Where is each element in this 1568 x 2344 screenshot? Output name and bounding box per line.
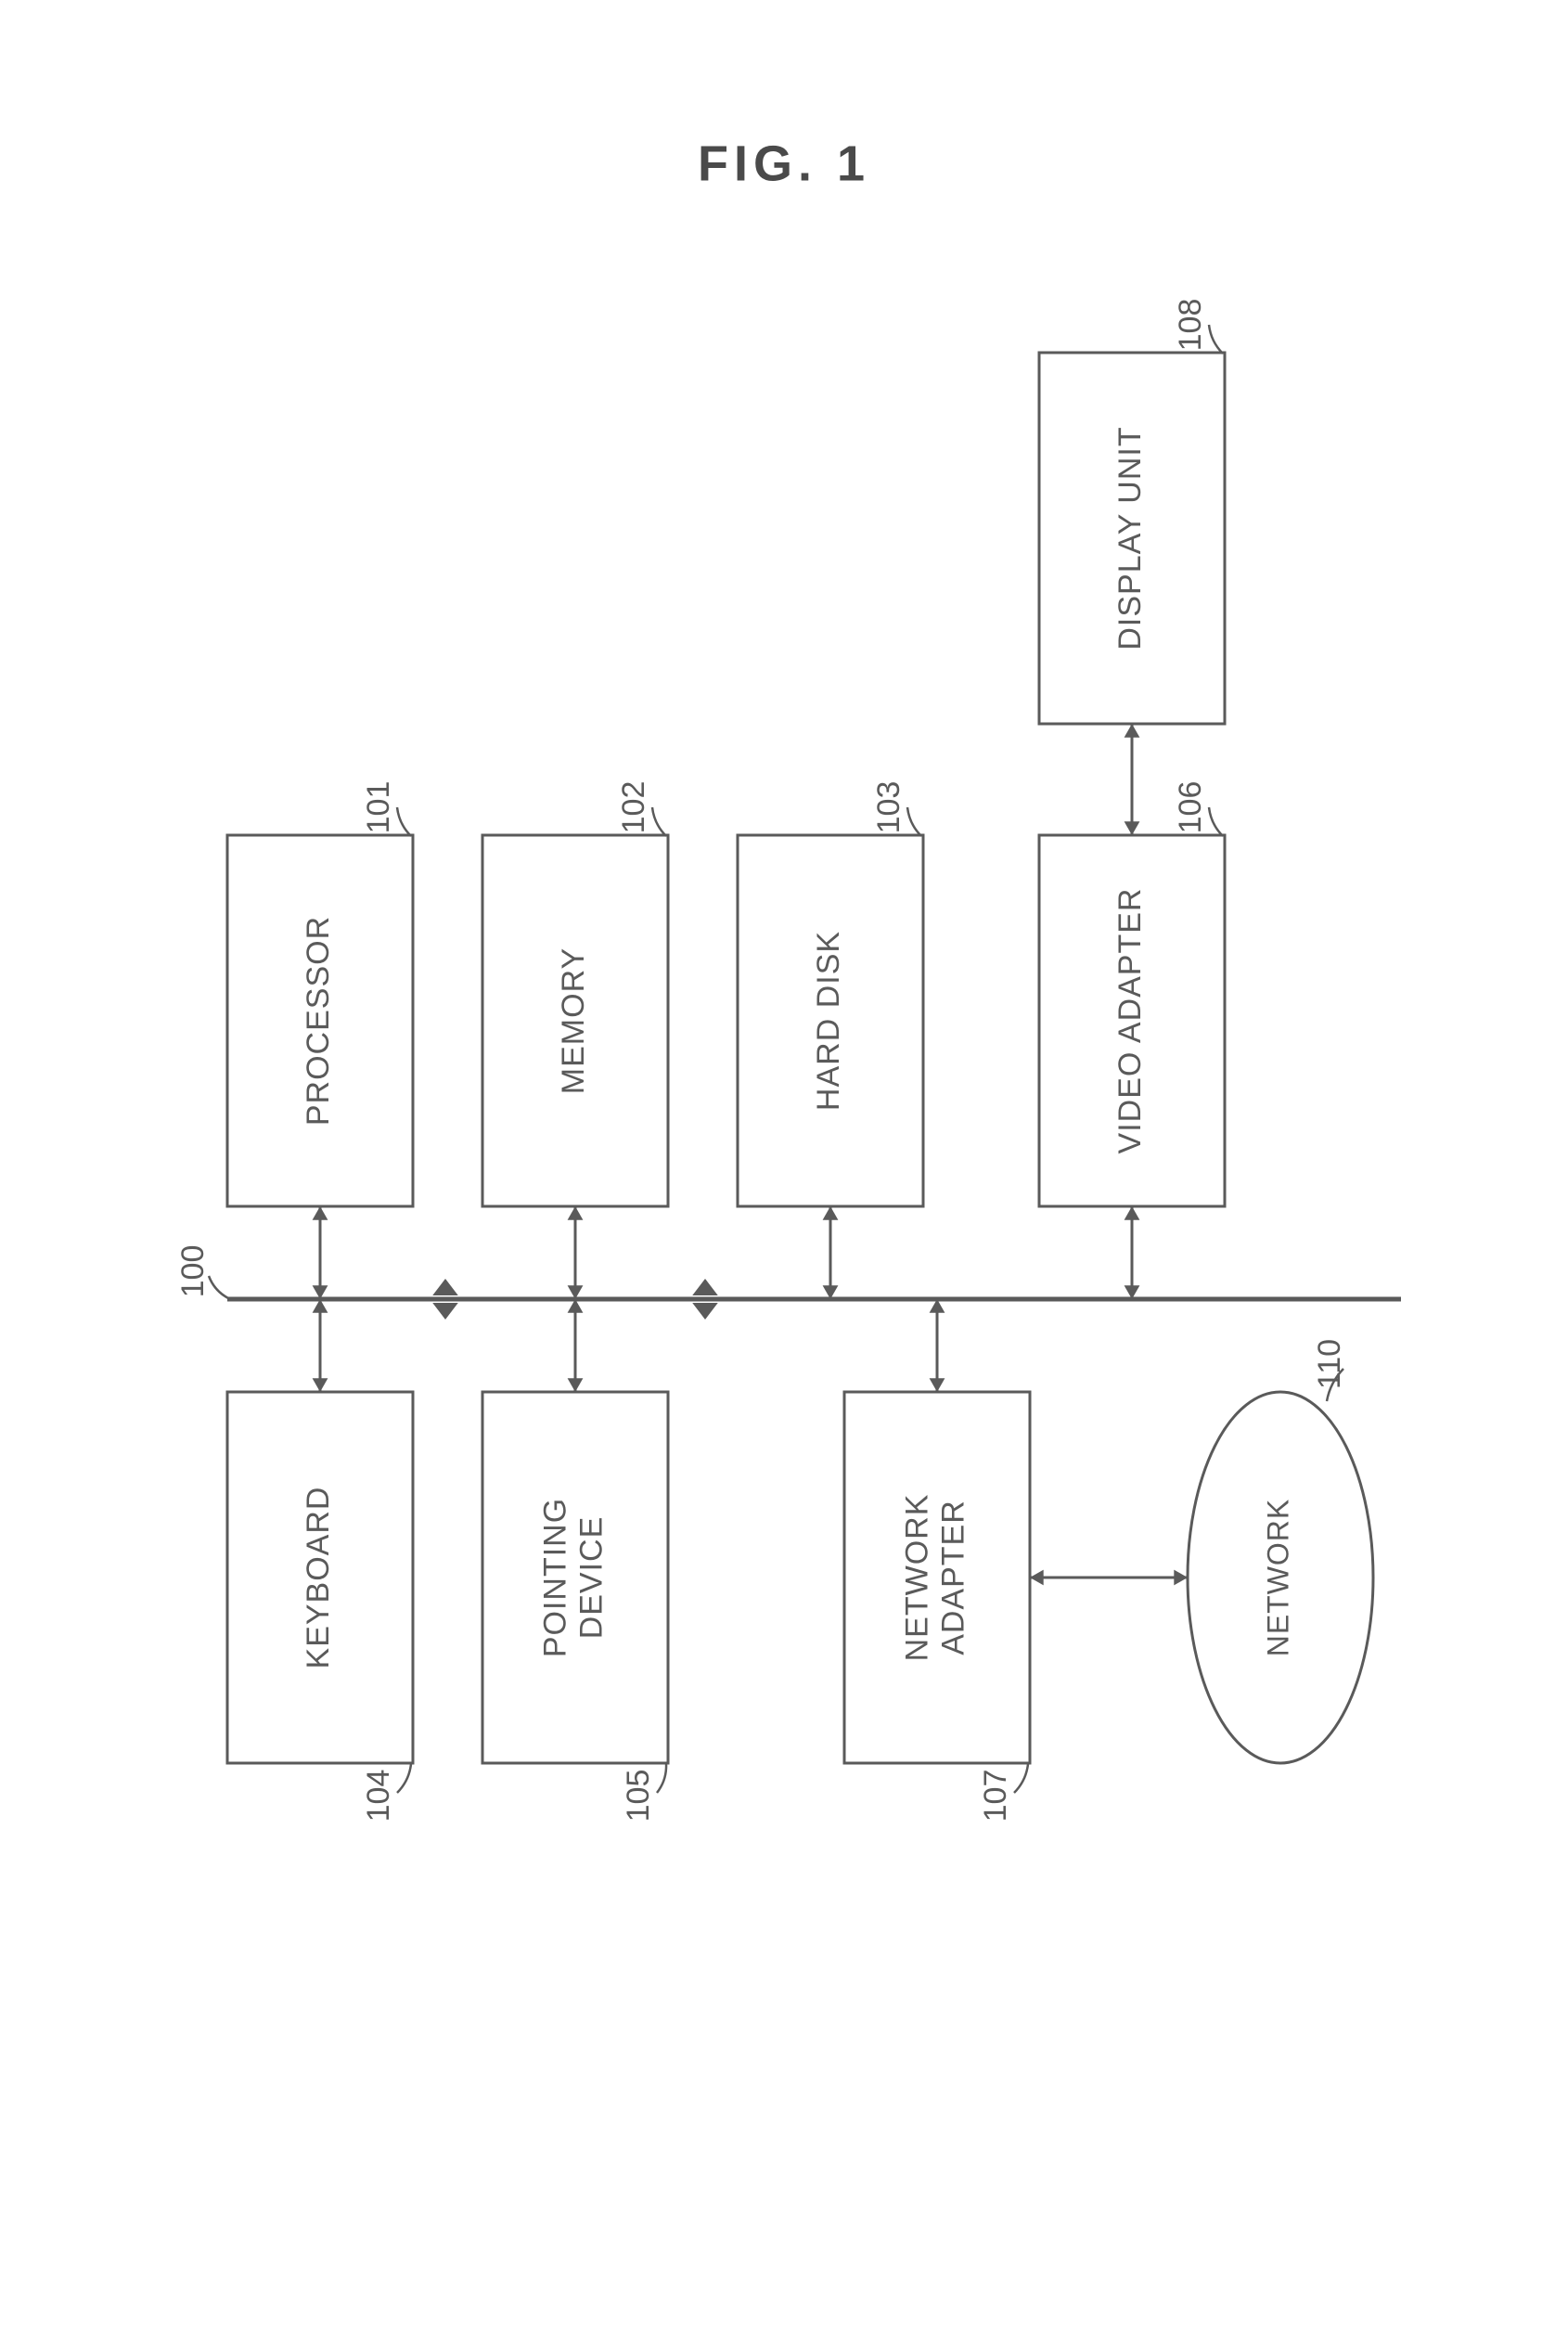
ref-102: 102 — [616, 781, 651, 834]
ref-leader-101 — [397, 807, 411, 836]
block-video_adapter: VIDEO ADAPTER 106 — [1039, 781, 1225, 1206]
block-label-hard_disk: HARD DISK — [811, 931, 846, 1111]
block-label-display_unit: DISPLAY UNIT — [1112, 426, 1148, 650]
block-label-memory: MEMORY — [556, 947, 591, 1094]
block-label-network: NETWORK — [1261, 1499, 1294, 1657]
ref-108: 108 — [1173, 299, 1208, 352]
ref-110: 110 — [1312, 1339, 1347, 1389]
block-processor: PROCESSOR 101 — [227, 781, 413, 1206]
ref-leader-103 — [907, 807, 921, 836]
block-hard_disk: HARD DISK 103 — [738, 781, 923, 1206]
ref-leader-102 — [652, 807, 666, 836]
block-keyboard: KEYBOARD 104 — [227, 1392, 413, 1822]
block-network: NETWORK 110 — [1188, 1339, 1373, 1763]
ref-103: 103 — [871, 781, 906, 834]
ref-leader-107 — [1014, 1764, 1028, 1793]
block-label-keyboard: KEYBOARD — [301, 1487, 336, 1669]
block-network_adapter: NETWORKADAPTER 107 — [844, 1392, 1030, 1822]
block-memory: MEMORY 102 — [482, 781, 668, 1206]
block-label-video_adapter: VIDEO ADAPTER — [1112, 888, 1148, 1154]
ref-leader-100 — [209, 1276, 228, 1298]
ref-101: 101 — [361, 781, 396, 834]
ref-104: 104 — [361, 1770, 396, 1822]
bus-tick-down-0 — [432, 1303, 458, 1320]
block-label-processor: PROCESSOR — [301, 916, 336, 1126]
ref-107: 107 — [978, 1770, 1013, 1822]
figure-title: FIG. 1 — [698, 135, 870, 191]
block-pointing_device: POINTINGDEVICE 105 — [482, 1392, 668, 1822]
diagram-canvas: FIG. 1 100 PROCESSOR 101 MEMORY 102 HARD DISK 1… — [0, 0, 1568, 2344]
ref-100: 100 — [175, 1245, 211, 1298]
bus-tick-down-1 — [692, 1303, 718, 1320]
ref-leader-108 — [1209, 325, 1223, 354]
bus-tick-up-1 — [692, 1279, 718, 1295]
ref-leader-106 — [1209, 807, 1223, 836]
block-label-pointing_device: POINTINGDEVICE — [537, 1498, 609, 1657]
block-label-network_adapter: NETWORKADAPTER — [899, 1494, 970, 1662]
block-display_unit: DISPLAY UNIT 108 — [1039, 299, 1225, 724]
ref-105: 105 — [621, 1770, 656, 1822]
bus-tick-up-0 — [432, 1279, 458, 1295]
ref-106: 106 — [1173, 781, 1208, 834]
ref-leader-105 — [657, 1764, 666, 1793]
ref-leader-104 — [397, 1764, 411, 1793]
